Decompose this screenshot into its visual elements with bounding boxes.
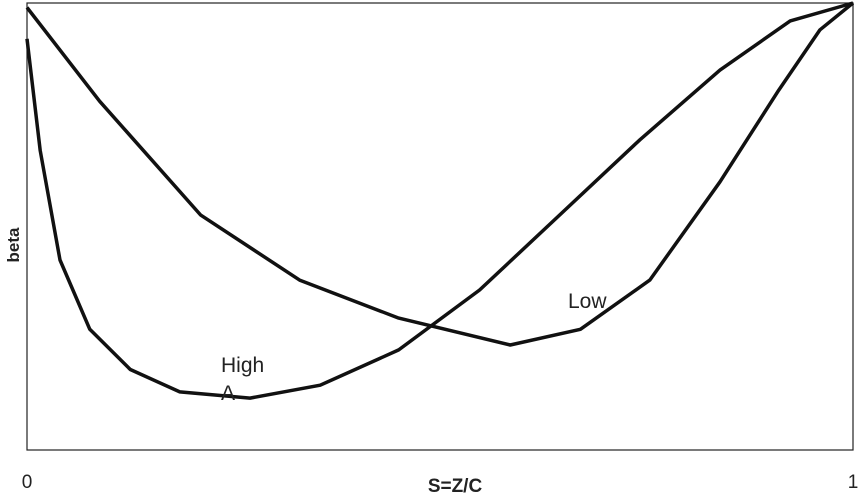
plot-frame — [26, 2, 854, 451]
y-axis-title: beta — [4, 227, 23, 263]
line-series — [25, 1, 854, 400]
x-tick-label: 1 — [848, 472, 859, 493]
line-series — [25, 1, 855, 347]
annotation: Low — [568, 290, 607, 313]
x-axis-title: S=Z/C — [428, 476, 483, 497]
annotation: High A — [221, 354, 265, 405]
x-tick-label: 0 — [22, 472, 33, 493]
